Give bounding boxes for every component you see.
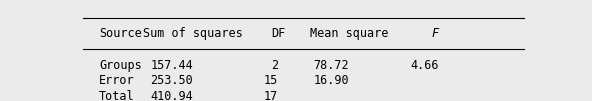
Text: 410.94: 410.94 xyxy=(150,90,193,101)
Text: Mean square: Mean square xyxy=(310,27,388,40)
Text: F: F xyxy=(432,27,439,40)
Text: 78.72: 78.72 xyxy=(314,58,349,72)
Text: 253.50: 253.50 xyxy=(150,74,193,87)
Text: Sum of squares: Sum of squares xyxy=(143,27,243,40)
Text: 16.90: 16.90 xyxy=(314,74,349,87)
Text: 15: 15 xyxy=(264,74,278,87)
Text: Total: Total xyxy=(99,90,135,101)
Text: Source: Source xyxy=(99,27,142,40)
Text: 2: 2 xyxy=(271,58,278,72)
Text: 4.66: 4.66 xyxy=(410,58,439,72)
Text: Error: Error xyxy=(99,74,135,87)
Text: DF: DF xyxy=(271,27,285,40)
Text: Groups: Groups xyxy=(99,58,142,72)
Text: 157.44: 157.44 xyxy=(150,58,193,72)
Text: 17: 17 xyxy=(264,90,278,101)
